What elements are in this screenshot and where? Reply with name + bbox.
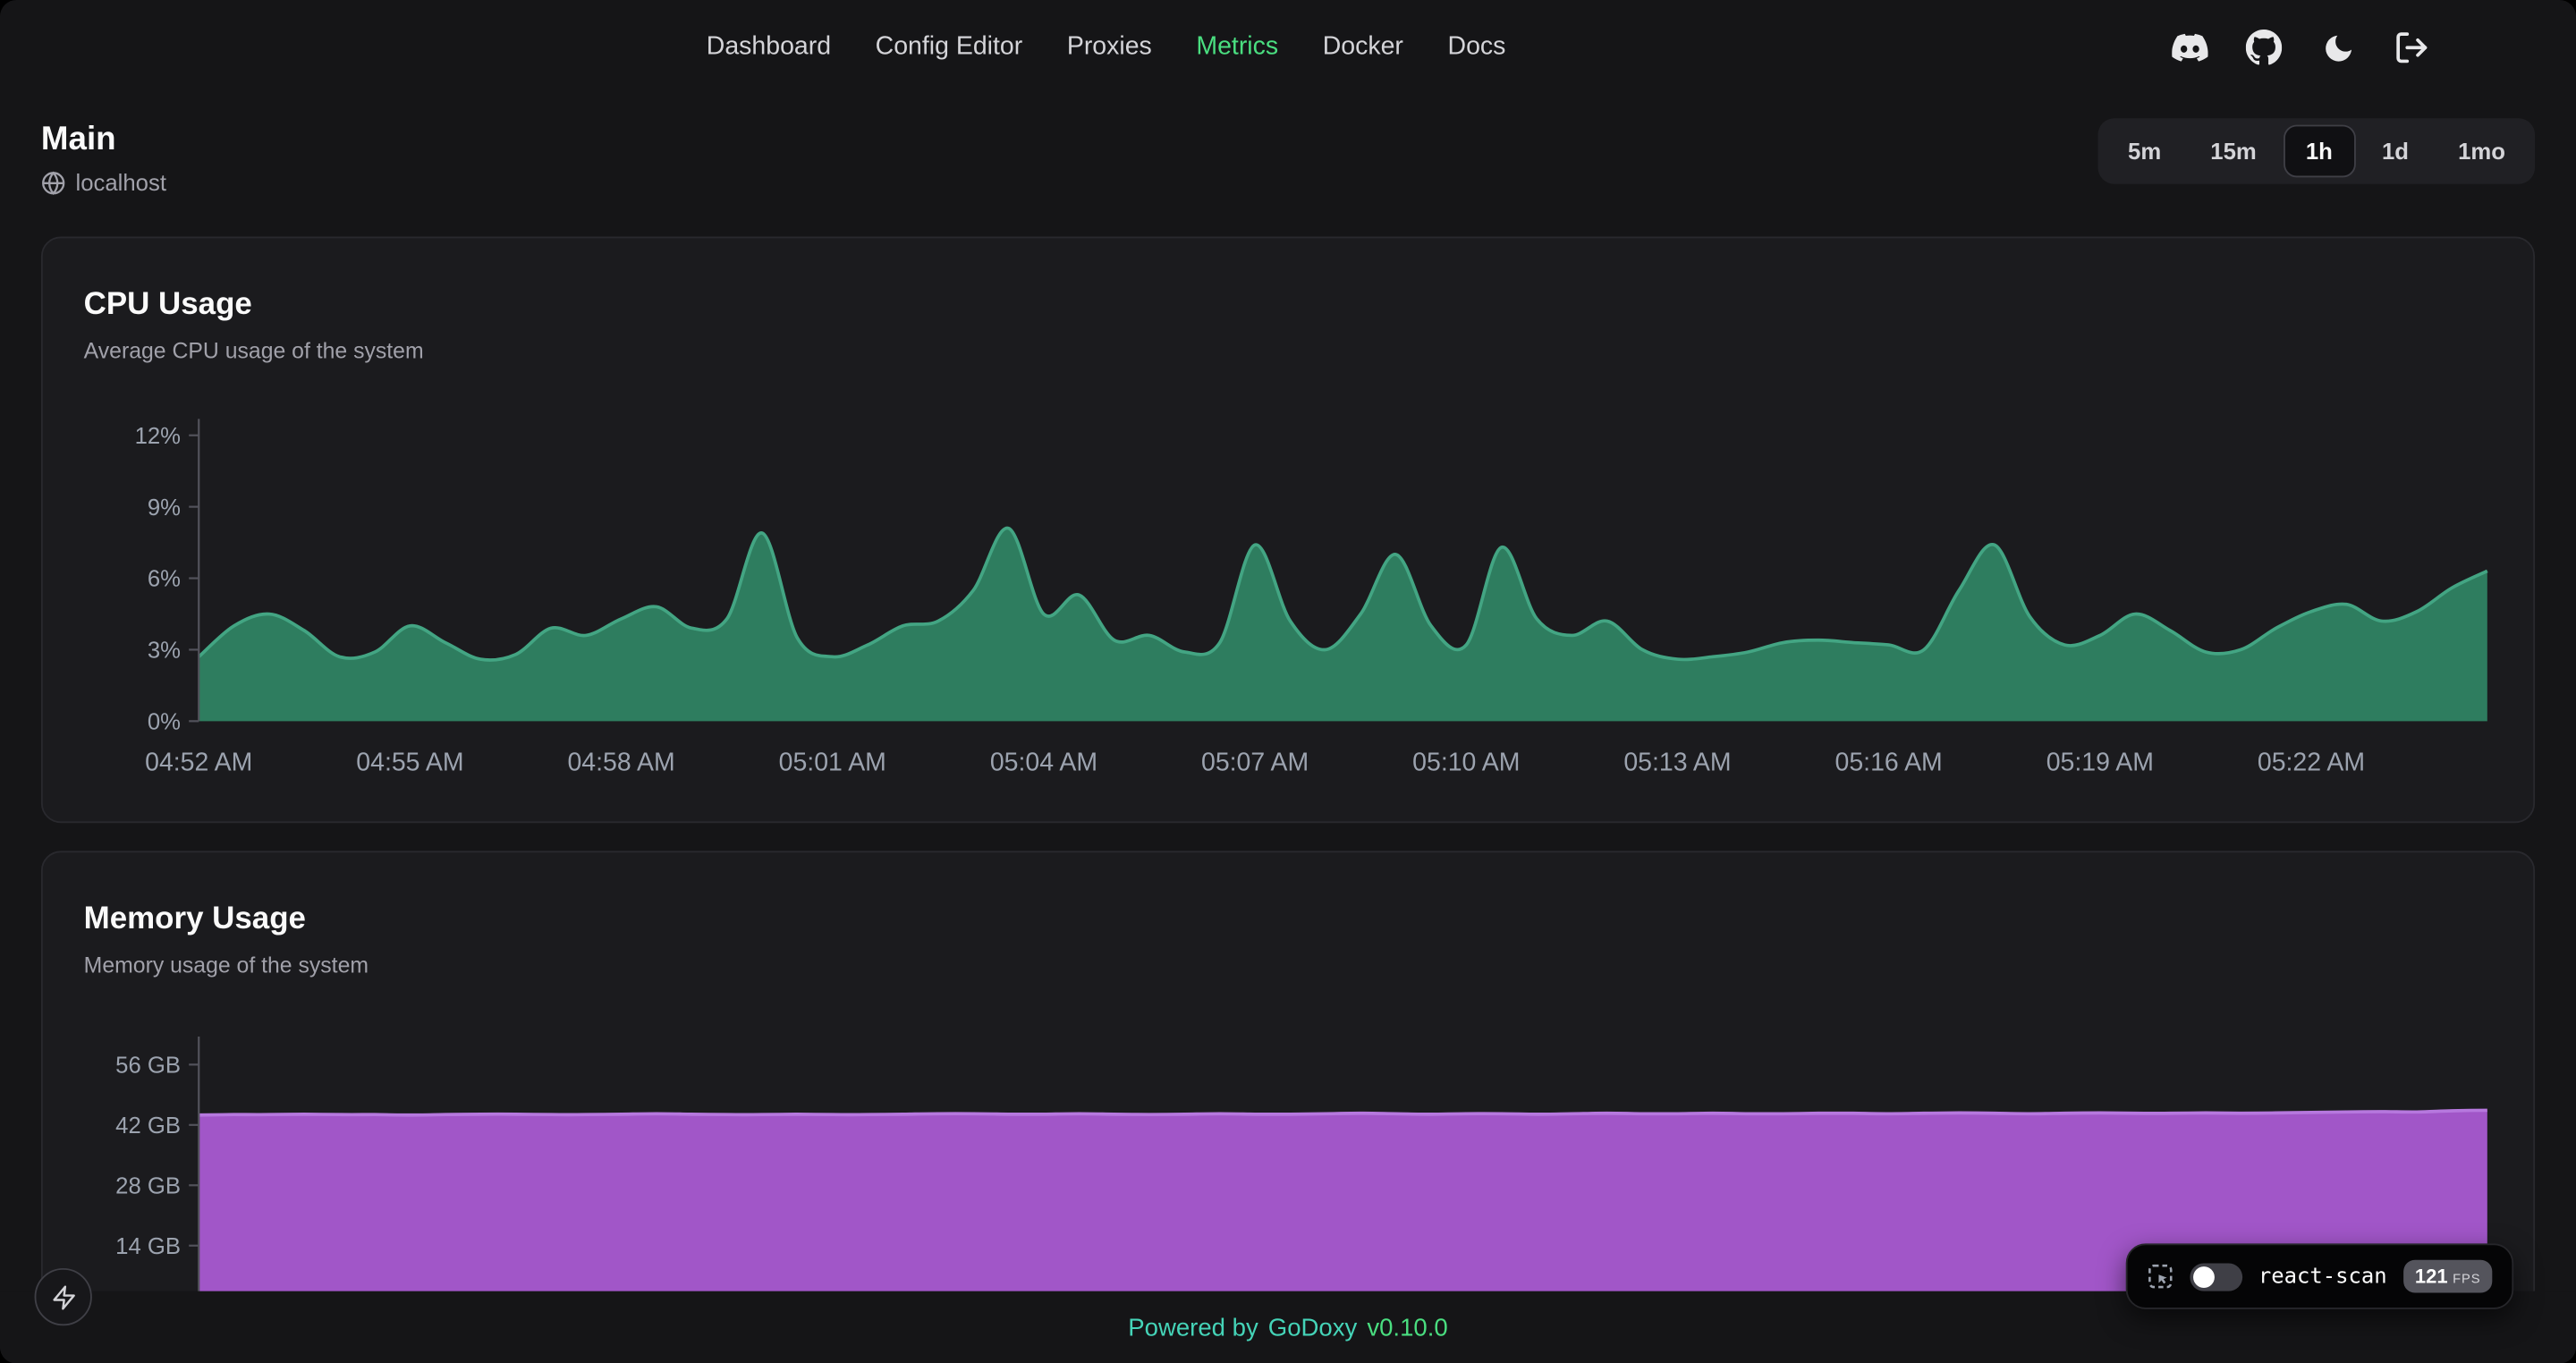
svg-text:0%: 0% <box>148 710 181 735</box>
fps-badge: 121 FPS <box>2402 1259 2493 1293</box>
nav-proxies[interactable]: Proxies <box>1066 32 1152 61</box>
globe-icon <box>41 170 66 195</box>
bolt-icon <box>50 1283 76 1309</box>
fps-value: 121 <box>2414 1265 2448 1288</box>
header-icons <box>2170 0 2431 96</box>
nav-dashboard[interactable]: Dashboard <box>706 32 832 61</box>
memory-card-title: Memory Usage <box>83 902 306 936</box>
top-bar: Dashboard Config Editor Proxies Metrics … <box>0 0 2576 96</box>
nav-config-editor[interactable]: Config Editor <box>875 32 1023 61</box>
memory-usage-chart[interactable]: 14 GB 28 GB 42 GB 56 GB <box>84 1027 2496 1363</box>
page-head-left: Main localhost <box>40 118 166 196</box>
quick-actions-button[interactable] <box>34 1267 92 1326</box>
svg-text:05:10 AM: 05:10 AM <box>1412 748 1520 776</box>
svg-text:04:55 AM: 04:55 AM <box>356 748 463 776</box>
svg-text:05:13 AM: 05:13 AM <box>1623 748 1731 776</box>
react-scan-toolbar[interactable]: react-scan 121 FPS <box>2125 1243 2514 1309</box>
github-icon[interactable] <box>2244 28 2284 67</box>
svg-text:12%: 12% <box>135 424 181 449</box>
nav-metrics[interactable]: Metrics <box>1196 32 1279 61</box>
powered-by-text: Powered by <box>1128 1313 1258 1342</box>
memory-usage-card: Memory Usage Memory usage of the system … <box>40 851 2536 1363</box>
range-5m[interactable]: 5m <box>2105 125 2184 178</box>
fps-unit: FPS <box>2453 1271 2481 1287</box>
svg-text:42 GB: 42 GB <box>115 1113 181 1139</box>
toggle-knob <box>2192 1266 2215 1288</box>
range-15m[interactable]: 15m <box>2188 125 2280 178</box>
logout-icon[interactable] <box>2392 28 2431 67</box>
react-scan-label: react-scan <box>2258 1264 2387 1289</box>
time-range-selector: 5m 15m 1h 1d 1mo <box>2097 118 2536 184</box>
nav-docs[interactable]: Docs <box>1447 32 1506 61</box>
metrics-page: Main localhost 5m 15m 1h 1d 1mo CPU Usag… <box>0 118 2576 1363</box>
svg-text:05:19 AM: 05:19 AM <box>2046 748 2154 776</box>
godoxy-link[interactable]: GoDoxy <box>1267 1313 1358 1342</box>
svg-text:05:22 AM: 05:22 AM <box>2258 748 2365 776</box>
svg-text:3%: 3% <box>148 639 181 664</box>
cpu-usage-card: CPU Usage Average CPU usage of the syste… <box>40 236 2536 824</box>
svg-text:04:58 AM: 04:58 AM <box>567 748 674 776</box>
range-1h[interactable]: 1h <box>2283 124 2356 178</box>
react-scan-toggle[interactable] <box>2189 1262 2242 1291</box>
svg-text:14 GB: 14 GB <box>115 1234 181 1259</box>
cpu-card-title: CPU Usage <box>83 287 252 322</box>
cpu-card-subtitle: Average CPU usage of the system <box>83 338 424 363</box>
svg-text:9%: 9% <box>148 495 181 521</box>
version-text: v0.10.0 <box>1367 1313 1448 1342</box>
host-name: localhost <box>75 169 166 196</box>
svg-text:56 GB: 56 GB <box>115 1054 181 1079</box>
svg-text:04:52 AM: 04:52 AM <box>145 748 252 776</box>
svg-text:05:07 AM: 05:07 AM <box>1201 748 1309 776</box>
dark-mode-icon[interactable] <box>2318 28 2358 67</box>
main-nav: Dashboard Config Editor Proxies Metrics … <box>707 0 1506 96</box>
discord-icon[interactable] <box>2170 28 2209 67</box>
inspect-icon[interactable] <box>2147 1263 2173 1289</box>
svg-text:6%: 6% <box>148 567 181 592</box>
range-1mo[interactable]: 1mo <box>2435 125 2528 178</box>
svg-text:05:01 AM: 05:01 AM <box>779 748 886 776</box>
nav-docker[interactable]: Docker <box>1322 32 1403 61</box>
host-row: localhost <box>41 169 166 196</box>
svg-text:05:16 AM: 05:16 AM <box>1835 748 1943 776</box>
svg-text:05:04 AM: 05:04 AM <box>990 748 1097 776</box>
page-head: Main localhost 5m 15m 1h 1d 1mo <box>40 118 2536 207</box>
cpu-usage-chart[interactable]: 0% 3% 6% 9% 12% 04:52 AM 04:55 AM 04:58 AM 05:01… <box>84 416 2496 791</box>
page-title: Main <box>40 121 116 158</box>
memory-card-subtitle: Memory usage of the system <box>83 952 369 978</box>
range-1d[interactable]: 1d <box>2359 125 2431 178</box>
svg-text:28 GB: 28 GB <box>115 1173 181 1198</box>
